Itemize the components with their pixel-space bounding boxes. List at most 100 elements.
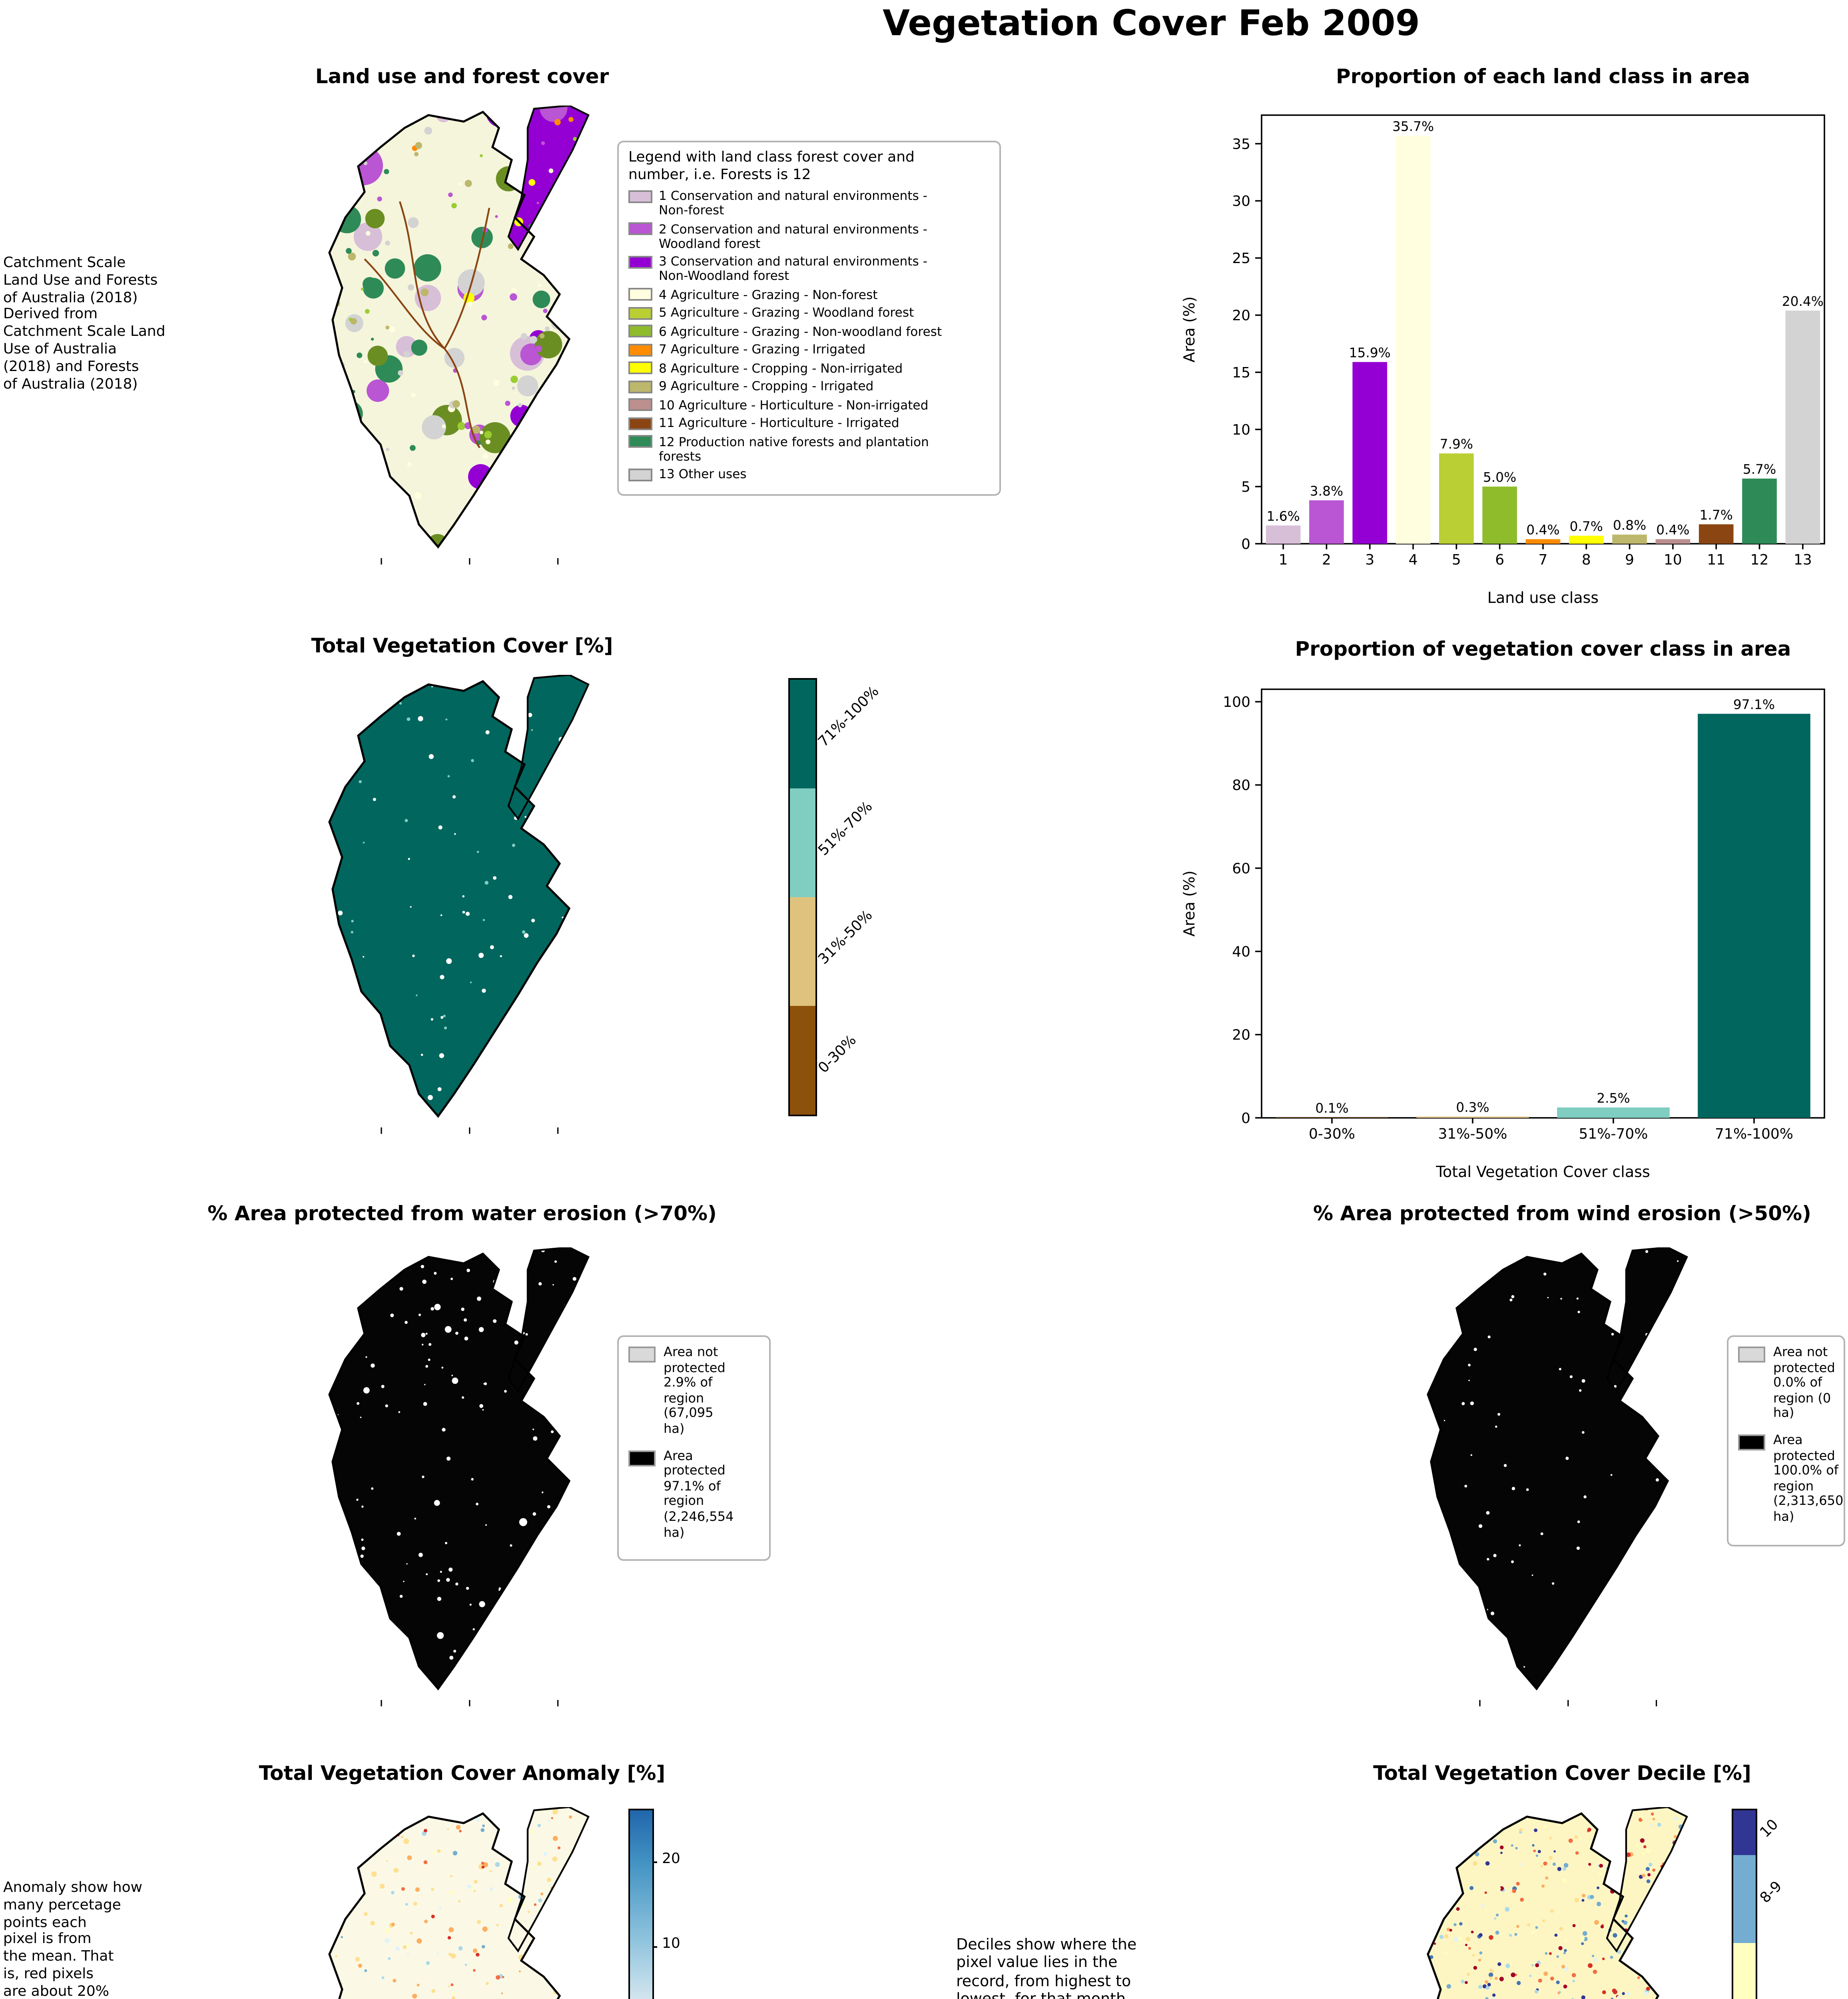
colorbar-segment bbox=[790, 1006, 815, 1115]
map-boundary bbox=[1427, 1252, 1669, 1691]
bar bbox=[1309, 500, 1344, 544]
bar-value-label: 1.6% bbox=[1266, 509, 1300, 524]
bar-value-label: 0.4% bbox=[1526, 523, 1559, 538]
vegcover-colorbar: 71%-100% 51%-70% 31%-50% 0-30% bbox=[788, 678, 883, 1116]
map-strip-boundary bbox=[1606, 1247, 1688, 1393]
legend-swatch bbox=[628, 288, 652, 301]
legend-item: 2 Conservation and natural environments … bbox=[628, 221, 990, 250]
legend-label: 8 Agriculture - Cropping - Non-irrigated bbox=[659, 361, 903, 375]
map-strip-boundary bbox=[507, 1807, 590, 1953]
bar-value-label: 5.0% bbox=[1483, 470, 1516, 485]
x-tick-label: 12 bbox=[1750, 552, 1769, 568]
plot-frame bbox=[1261, 688, 1825, 1119]
colorbar-tick-label: 20 bbox=[662, 1852, 680, 1869]
bar bbox=[1352, 362, 1387, 544]
landclass-bar-chart: 0 5 10 15 20 25 30 35 1 1.6% 2 3.8% 3 15.9% 4 35.7% 5 7.9… bbox=[1180, 114, 1825, 606]
x-tick-label: 1 bbox=[1279, 552, 1288, 568]
water-erosion-title: % Area protected from water erosion (>70… bbox=[207, 1201, 717, 1225]
y-tick-label: 20 bbox=[1232, 307, 1250, 324]
y-axis-label: Area (%) bbox=[1180, 296, 1198, 362]
vegclass-chart-title: Proportion of vegetation cover class in … bbox=[1295, 636, 1791, 660]
legend-label: 9 Agriculture - Cropping - Irrigated bbox=[659, 379, 874, 393]
landuse-legend-title: Legend with land class forest cover and … bbox=[628, 150, 915, 183]
y-tick-label: 10 bbox=[1232, 422, 1250, 438]
landuse-note: Catchment Scale Land Use and Forests of … bbox=[3, 256, 165, 393]
legend-label: 4 Agriculture - Grazing - Non-forest bbox=[659, 287, 878, 301]
y-tick-label: 25 bbox=[1232, 250, 1250, 267]
bar-value-label: 2.5% bbox=[1597, 1091, 1630, 1106]
map-strip-boundary bbox=[1606, 1807, 1688, 1953]
legend-item: 3 Conservation and natural environments … bbox=[628, 254, 990, 283]
legend-swatch bbox=[628, 468, 652, 481]
legend-item: 5 Agriculture - Grazing - Woodland fores… bbox=[628, 305, 990, 320]
bar bbox=[1439, 453, 1474, 544]
legend-swatch bbox=[628, 306, 652, 319]
legend-swatch bbox=[1738, 1347, 1765, 1363]
bar bbox=[1655, 539, 1691, 544]
bar bbox=[1416, 1116, 1529, 1118]
colorbar-tick bbox=[652, 1861, 657, 1863]
x-tick-label: 4 bbox=[1409, 552, 1418, 568]
colorbar-tick-label: 10 bbox=[662, 1937, 680, 1953]
colorbar-label: 71%-100% bbox=[816, 684, 883, 751]
vegcover-map-title: Total Vegetation Cover [%] bbox=[311, 633, 613, 657]
legend-label: Area protected 97.1% of region (2,246,55… bbox=[664, 1448, 734, 1540]
legend-swatch bbox=[628, 1450, 656, 1466]
bar-value-label: 35.7% bbox=[1392, 119, 1434, 134]
bar-value-label: 0.8% bbox=[1613, 518, 1646, 533]
x-tick-label: 8 bbox=[1582, 552, 1591, 568]
colorbar-label: 51%-70% bbox=[816, 799, 877, 860]
x-tick-label: 0-30% bbox=[1309, 1126, 1355, 1142]
y-tick-label: 35 bbox=[1232, 136, 1250, 152]
landuse-map bbox=[328, 106, 590, 565]
x-tick-label: 6 bbox=[1495, 552, 1504, 568]
bar bbox=[1698, 524, 1734, 544]
bar bbox=[1482, 487, 1517, 544]
x-tick-label: 3 bbox=[1365, 552, 1374, 568]
x-tick-label: 51%-70% bbox=[1579, 1126, 1648, 1142]
bar bbox=[1698, 714, 1810, 1118]
map-strip-boundary bbox=[507, 106, 590, 251]
bar bbox=[1276, 1117, 1388, 1118]
colorbar-label: 8-9 bbox=[1758, 1879, 1786, 1907]
x-tick-label: 13 bbox=[1794, 552, 1812, 568]
legend-item: Area protected 100.0% of region (2,313,6… bbox=[1738, 1433, 1843, 1525]
legend-item: 6 Agriculture - Grazing - Non-woodland f… bbox=[628, 324, 990, 338]
water-erosion-legend: Area not protected 2.9% of region (67,09… bbox=[617, 1335, 771, 1561]
anomaly-note: Anomaly show how many percetage points e… bbox=[3, 1881, 143, 1999]
landuse-legend-items: 1 Conservation and natural environments … bbox=[628, 189, 990, 481]
legend-item: 8 Agriculture - Cropping - Non-irrigated bbox=[628, 361, 990, 375]
bar bbox=[1612, 535, 1647, 544]
x-tick-label: 10 bbox=[1664, 552, 1682, 568]
legend-swatch bbox=[628, 1347, 656, 1363]
y-tick-label: 40 bbox=[1232, 944, 1250, 960]
y-tick-label: 0 bbox=[1241, 536, 1250, 553]
colorbar-segment bbox=[790, 788, 815, 897]
y-axis-label: Area (%) bbox=[1180, 870, 1198, 936]
bar-value-label: 20.4% bbox=[1782, 294, 1824, 309]
colorbar-segment bbox=[1733, 1943, 1756, 1999]
map-strip-boundary bbox=[507, 1247, 590, 1393]
map-strip-boundary bbox=[507, 675, 590, 821]
colorbar-segment bbox=[790, 897, 815, 1006]
legend-swatch bbox=[628, 417, 652, 429]
x-axis-label: Total Vegetation Cover class bbox=[1435, 1163, 1650, 1181]
legend-item: 9 Agriculture - Cropping - Irrigated bbox=[628, 379, 990, 393]
map-coastal-strip bbox=[508, 675, 588, 819]
legend-item: Area protected 97.1% of region (2,246,55… bbox=[628, 1448, 760, 1540]
legend-label: Area not protected 0.0% of region (0 ha) bbox=[1773, 1345, 1835, 1421]
x-tick-label: 11 bbox=[1707, 552, 1725, 568]
decile-map-title: Total Vegetation Cover Decile [%] bbox=[1373, 1761, 1751, 1785]
map-coastal-strip bbox=[508, 1247, 588, 1391]
x-axis-label: Land use class bbox=[1487, 589, 1599, 606]
bar bbox=[1742, 479, 1777, 544]
map-boundary bbox=[328, 1812, 561, 1999]
y-tick-label: 15 bbox=[1232, 365, 1250, 381]
landuse-map-title: Land use and forest cover bbox=[315, 64, 609, 88]
anomaly-map bbox=[328, 1807, 590, 1999]
decile-map bbox=[1427, 1807, 1688, 1999]
bar-value-label: 97.1% bbox=[1733, 697, 1775, 712]
vegcover-map bbox=[328, 675, 590, 1134]
water-erosion-map bbox=[328, 1247, 590, 1706]
legend-swatch bbox=[628, 255, 652, 268]
